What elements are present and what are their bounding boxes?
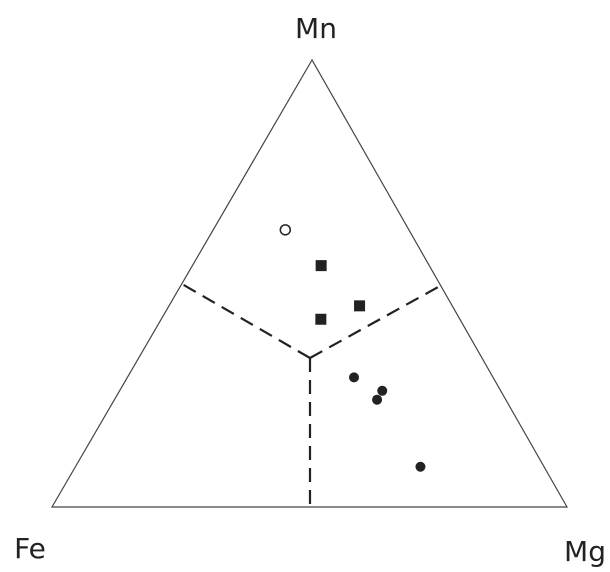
triangle-frame [50, 58, 569, 508]
vertex-label: Fe [14, 532, 46, 565]
boundary-line [181, 283, 311, 359]
point [354, 300, 366, 312]
vertex-label: Mg [564, 535, 606, 568]
point [349, 372, 359, 383]
field-boundaries [181, 283, 441, 507]
vertex-label: Mn [295, 12, 337, 45]
boundary-line [309, 285, 441, 359]
point [372, 394, 383, 405]
point [415, 461, 426, 472]
point [315, 260, 327, 272]
point [279, 224, 292, 236]
point [377, 385, 388, 396]
point [315, 313, 327, 325]
